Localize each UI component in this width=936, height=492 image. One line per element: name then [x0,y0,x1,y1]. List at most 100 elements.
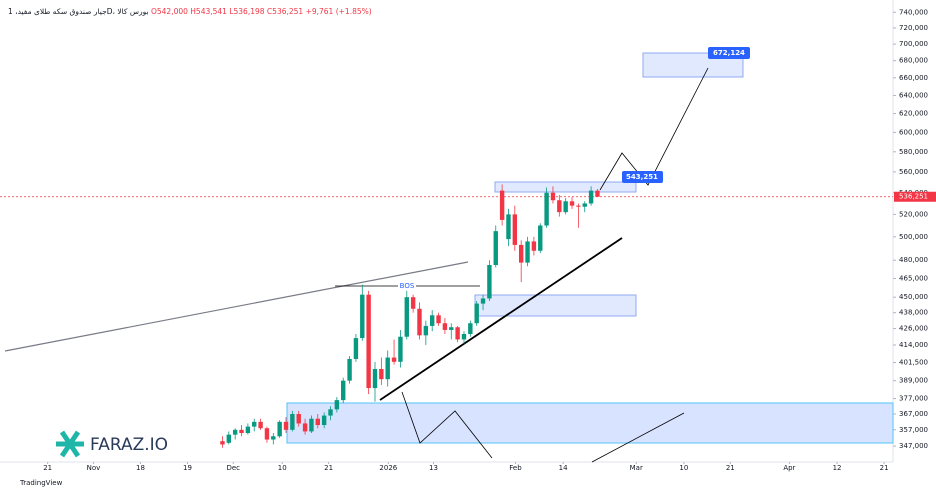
candle-body [315,418,320,426]
projection-path [599,67,709,191]
x-tick-label: Feb [509,464,522,472]
candle-body [334,400,340,410]
x-tick-label: 10 [679,464,688,472]
candle-body [474,303,479,324]
change: +9,761 (+1.85%) [306,7,372,16]
callout-label: 543,251 [626,173,658,181]
support-line [379,237,623,401]
x-tick-label: 21 [880,464,889,472]
y-tick-label: 367,000 [899,410,928,418]
x-tick-label: 12 [833,464,842,472]
y-tick-label: 680,000 [899,57,928,65]
candle-body [232,429,238,435]
y-tick-label: 660,000 [899,74,928,82]
candle-body [518,244,524,263]
candle-body [385,357,390,380]
field-value: 536,251 [272,7,303,16]
bos-label: BOS [400,282,415,290]
y-tick-label: 465,000 [899,274,928,282]
candle-body [321,415,327,426]
candle-body [252,421,257,427]
field-key: L [229,7,234,16]
x-tick-label: 21 [43,464,52,472]
y-tick-label: 426,000 [899,325,928,333]
x-tick-label: 21 [324,464,333,472]
ohlc: O542,000 H543,541 L536,198 C536,251 +9,7… [151,7,372,16]
candle-body [423,325,429,336]
candle-body [436,315,441,324]
x-tick-label: Mar [630,464,643,472]
y-tick-label: 620,000 [899,110,928,118]
y-tick-label: 357,000 [899,426,928,434]
candle-body [582,203,587,207]
candle-body [302,423,308,432]
candle-body [391,357,397,362]
candle-body [410,297,416,309]
bos-bg [398,280,416,291]
x-tick-label: 18 [136,464,145,472]
y-tick-label: 720,000 [899,24,928,32]
projection-path [401,391,493,459]
candle-body [595,190,600,197]
y-tick-label: 560,000 [899,168,928,176]
candle-body [296,413,301,424]
callout [622,171,663,183]
candle-body [461,333,467,340]
candle-body [290,413,295,430]
logo: FARAZ.IO [56,430,168,458]
candle-body [455,327,460,340]
candle-body [550,192,556,201]
candle-body [404,297,409,337]
candle-body [372,368,378,389]
candle-body [512,214,518,245]
y-tick-label: 520,000 [899,210,928,218]
y-tick-label: 401,500 [899,359,928,367]
x-tick-label: 14 [559,464,568,472]
field-value: 543,541 [196,7,227,16]
candle-body [277,421,282,437]
zone [474,294,637,317]
y-tick-label: 414,000 [899,341,928,349]
x-tick-label: Dec [226,464,240,472]
candle-body [569,201,575,206]
y-tick-label: 438,000 [899,309,928,317]
candle-body [544,192,549,226]
x-tick-label: 2026 [379,464,397,472]
x-tick-label: 10 [278,464,287,472]
y-tick-label: 450,000 [899,293,928,301]
y-tick-label: 640,000 [899,91,928,99]
demand-zone [286,402,894,444]
field-value: 536,198 [234,7,265,16]
candle-body [442,323,448,330]
last-price-label: 536,251 [899,193,928,201]
candle-body [557,200,562,213]
projection-path [591,412,685,463]
candle-body [239,429,244,434]
candle-body [366,294,371,389]
x-tick-label: Nov [87,464,101,472]
x-tick-label: 19 [183,464,192,472]
candle-body [563,201,568,213]
candle-body [493,231,498,266]
y-tick-label: 389,000 [899,377,928,385]
candle-body [328,409,333,416]
candle-body [226,434,232,443]
candle-body [480,298,486,304]
candle-body [341,380,346,401]
candle-body [347,358,352,381]
zone [494,181,637,193]
y-tick-label: 700,000 [899,40,928,48]
chart-header: جیار صندوق سکه طلای مفید، 1D، بورس کالا … [8,7,372,16]
candle-body [429,315,435,326]
candle-body [499,190,505,220]
candle-body [417,308,422,336]
y-tick-label: 600,000 [899,128,928,136]
candle-body [487,265,492,299]
field-key: O [151,7,157,16]
field-key: H [190,7,196,16]
candle-body [398,336,403,362]
y-tick-label: 580,000 [899,148,928,156]
y-tick-label: 480,000 [899,256,928,264]
y-tick-label: 347,000 [899,442,928,450]
